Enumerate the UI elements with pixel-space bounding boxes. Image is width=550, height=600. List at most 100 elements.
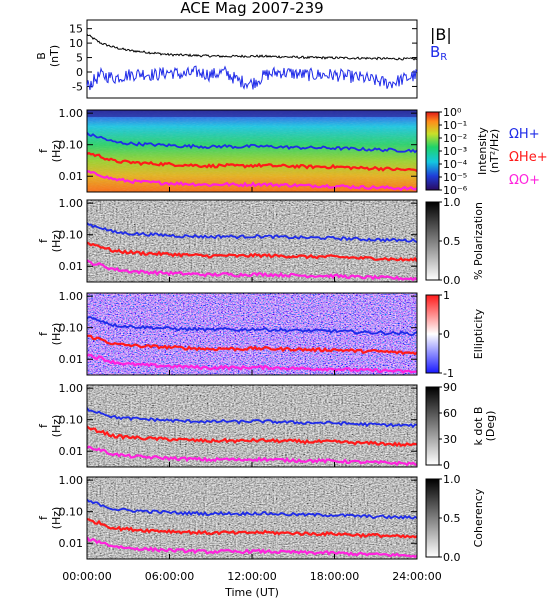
- gyrofrequency-He-curve: [87, 517, 417, 539]
- spectrogram-panels: 1.000.100.01f (Hz)10⁰10⁻¹10⁻²10⁻³10⁻⁴10⁻⁵…: [37, 106, 548, 564]
- y-axis-label: f: [37, 515, 50, 520]
- legend-br: BR: [430, 43, 447, 63]
- x-tick-label: 24:00:00: [392, 570, 441, 583]
- y-axis-unit: (Hz): [50, 507, 63, 530]
- colorbar-tick-label: 0.5: [443, 512, 461, 525]
- colorbar-tick-label: 10⁻¹: [443, 119, 467, 132]
- colorbar-tick-label: 0.0: [443, 551, 461, 564]
- chart-title: ACE Mag 2007-239: [180, 0, 323, 17]
- y-tick-label: 10: [69, 37, 83, 50]
- y-axis-unit: (nT): [48, 45, 61, 67]
- gyrofrequency-He-curve: [87, 241, 417, 263]
- y-tick-label: 1.00: [59, 474, 84, 487]
- y-tick-label: 15: [69, 23, 83, 36]
- y-axis-label: f: [37, 238, 50, 243]
- legend-entry: ΩH+: [509, 127, 540, 142]
- colorbar: [425, 294, 440, 374]
- y-tick-label: 1.00: [59, 107, 84, 120]
- y-axis-unit: (Hz): [50, 323, 63, 346]
- gyrofrequency-H-curve: [87, 316, 417, 337]
- colorbar-unit: (Deg): [484, 411, 497, 442]
- colorbar-tick-label: 0.0: [443, 274, 461, 287]
- y-axis-unit: (Hz): [50, 415, 63, 438]
- colorbar: [425, 111, 440, 191]
- colorbar-tick-label: 1: [443, 289, 450, 302]
- gyrofrequency-H-curve: [87, 132, 417, 154]
- gyrofrequency-He-curve: [87, 151, 417, 173]
- y-tick-label: 0.10: [59, 139, 84, 152]
- colorbar-tick-label: 10⁰: [443, 106, 462, 119]
- x-axis: 00:00:00 06:00:00 12:00:00 18:00:00 24:00:00: [62, 570, 441, 583]
- colorbar-tick-label: 10⁻⁵: [443, 171, 467, 184]
- colorbar-tick-label: 0: [443, 328, 450, 341]
- gyrofrequency-O-curve: [87, 170, 417, 192]
- colorbar-tick-label: 0.5: [443, 235, 461, 248]
- y-axis-label: B: [35, 52, 48, 60]
- panel-5-spectrogram: 1.00 0.10 0.01 f (Hz) 1.0 0.5 0.0 Coherency: [37, 473, 485, 564]
- y-tick-label: -5: [72, 80, 83, 93]
- panel-1-spectrogram: 1.00 0.10 0.01 f (Hz) 10⁰10⁻¹10⁻²10⁻³10⁻⁴10⁻⁵…: [37, 106, 548, 197]
- series-b-magnitude-line: [86, 33, 418, 61]
- panel-3-spectrogram: 1.00 0.10 0.01 f (Hz) 1 0 -1 Ellipticity: [37, 289, 485, 380]
- colorbar: [425, 478, 440, 558]
- y-tick-label: 0.01: [59, 353, 84, 366]
- gyrofrequency-H-curve: [87, 498, 417, 520]
- y-tick-label: 1.00: [59, 382, 84, 395]
- panel-4-spectrogram: 1.00 0.10 0.01 f (Hz) 90 60 30 0 k dot B (Deg): [37, 381, 497, 472]
- colorbar-tick-label: 0: [443, 459, 450, 472]
- legend-b-magnitude: |B|: [430, 25, 452, 44]
- y-tick-label: 0.10: [59, 229, 84, 242]
- y-tick-label: 5: [76, 52, 83, 65]
- spectrogram-background: [87, 477, 417, 559]
- x-axis-label: Time (UT): [224, 586, 279, 599]
- colorbar-label: Intensity: [476, 127, 489, 175]
- y-axis-label: f: [37, 423, 50, 428]
- spectrogram-image: [87, 200, 417, 282]
- legend-entry: ΩO+: [509, 173, 540, 188]
- colorbar-tick-label: 1.0: [443, 473, 461, 486]
- colorbar-tick-label: 1.0: [443, 196, 461, 209]
- y-tick-label: 0.01: [59, 170, 84, 183]
- x-tick-label: 18:00:00: [310, 570, 359, 583]
- spectrogram-image: [87, 385, 417, 467]
- y-tick-label: 0.10: [59, 414, 84, 427]
- colorbar-label: % Polarization: [472, 202, 485, 280]
- y-tick-label: 0.01: [59, 537, 84, 550]
- colorbar-tick-label: 90: [443, 381, 457, 394]
- x-tick-label: 06:00:00: [145, 570, 194, 583]
- gyrofrequency-O-curve: [87, 536, 417, 559]
- spectrogram-texture: [87, 110, 417, 192]
- colorbar-tick-label: 10⁻²: [443, 132, 467, 145]
- colorbar-tick-label: 60: [443, 407, 457, 420]
- colorbar-tick-label: 10⁻⁴: [443, 158, 468, 171]
- spectrogram-top-band: [87, 110, 417, 117]
- panel-frame: [86, 19, 418, 99]
- spectrogram-image: [87, 477, 417, 559]
- gyrofrequency-He-curve: [87, 334, 417, 356]
- gyrofrequency-O-curve: [87, 259, 417, 282]
- y-tick-label: 0: [76, 66, 83, 79]
- gyrofrequency-H-curve: [87, 407, 417, 429]
- colorbar-tick-label: 10⁻⁶: [443, 184, 468, 197]
- y-tick-label: 0.10: [59, 506, 84, 519]
- spectrogram-background: [87, 385, 417, 467]
- colorbar: [425, 386, 440, 466]
- colorbar-label: Coherency: [472, 488, 485, 547]
- colorbar-label: Ellipticity: [472, 308, 485, 359]
- colorbar-label: k dot B: [472, 407, 485, 446]
- panel-2-spectrogram: 1.00 0.10 0.01 f (Hz) 1.0 0.5 0.0 % Polarization: [37, 196, 485, 287]
- spectrogram-image: [87, 110, 417, 192]
- colorbar-tick-label: -1: [443, 367, 454, 380]
- spectrogram-image: [87, 293, 417, 375]
- colorbar-tick-label: 10⁻³: [443, 145, 467, 158]
- y-tick-label: 1.00: [59, 290, 84, 303]
- y-tick-label: 0.01: [59, 260, 84, 273]
- series-br-line: [86, 65, 418, 91]
- spectrogram-background: [87, 293, 417, 375]
- gyrofrequency-O-curve: [87, 353, 417, 374]
- gyrofrequency-O-curve: [87, 445, 417, 467]
- y-tick-label: 0.01: [59, 445, 84, 458]
- colorbar-unit: (nT²/Hz): [488, 129, 501, 173]
